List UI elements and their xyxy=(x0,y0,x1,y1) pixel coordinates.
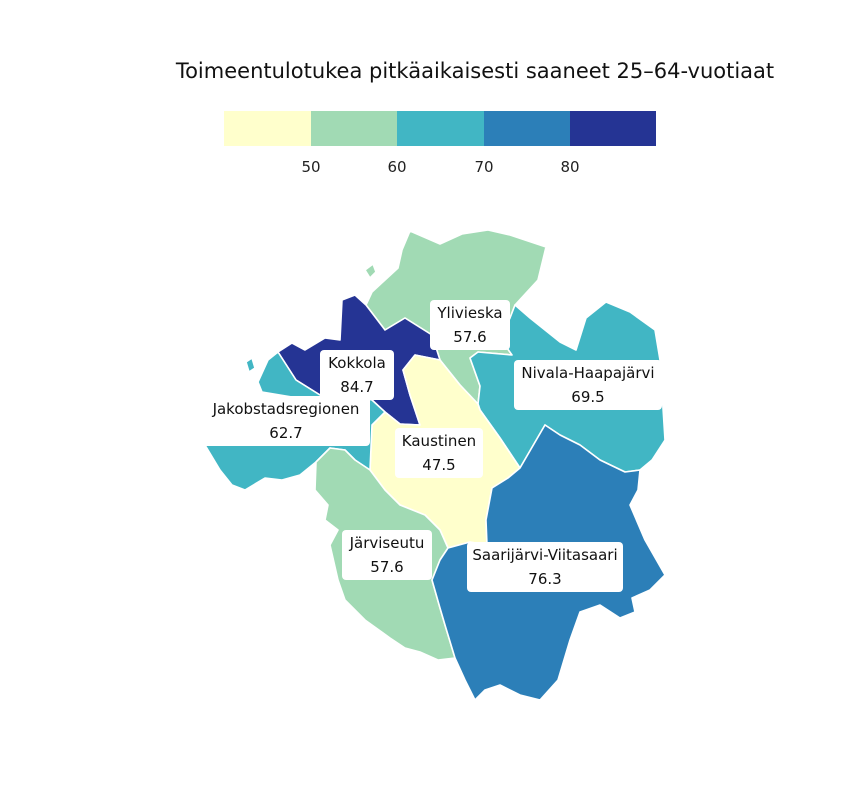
label-kokkola-value: 84.7 xyxy=(340,378,373,396)
label-saarijarvi-viitasaari: Saarijärvi-Viitasaari 76.3 xyxy=(467,542,623,592)
legend-swatch-1 xyxy=(224,111,311,146)
label-saarijarvi-viitasaari-name: Saarijärvi-Viitasaari xyxy=(472,546,617,564)
legend-tick-50: 50 xyxy=(301,158,320,176)
label-kaustinen-value: 47.5 xyxy=(422,456,455,474)
label-kaustinen: Kaustinen 47.5 xyxy=(395,428,483,478)
label-jarviseutu: Järviseutu 57.6 xyxy=(342,530,432,580)
label-saarijarvi-viitasaari-value: 76.3 xyxy=(528,570,561,588)
legend-swatch-2 xyxy=(311,111,397,146)
label-jakobstadsregionen-name: Jakobstadsregionen xyxy=(212,400,360,418)
label-jarviseutu-name: Järviseutu xyxy=(349,534,425,552)
legend-tick-80: 80 xyxy=(560,158,579,176)
label-kaustinen-name: Kaustinen xyxy=(402,432,476,450)
region-jakobstadsregionen-island xyxy=(245,357,256,373)
legend: 50 60 70 80 xyxy=(224,111,656,176)
label-jarviseutu-value: 57.6 xyxy=(370,558,403,576)
legend-swatch-3 xyxy=(397,111,484,146)
region-ylivieska-island xyxy=(364,263,377,279)
label-ylivieska-value: 57.6 xyxy=(453,328,486,346)
label-kokkola-name: Kokkola xyxy=(328,354,386,372)
label-ylivieska: Ylivieska 57.6 xyxy=(430,300,510,350)
legend-swatch-4 xyxy=(484,111,570,146)
legend-tick-70: 70 xyxy=(474,158,493,176)
label-kokkola: Kokkola 84.7 xyxy=(320,350,394,400)
label-jakobstadsregionen: Jakobstadsregionen 62.7 xyxy=(202,396,370,446)
label-ylivieska-name: Ylivieska xyxy=(436,304,502,322)
label-nivala-haapajarvi-name: Nivala-Haapajärvi xyxy=(521,364,654,382)
label-nivala-haapajarvi: Nivala-Haapajärvi 69.5 xyxy=(514,360,662,410)
legend-tick-60: 60 xyxy=(387,158,406,176)
map-title: Toimeentulotukea pitkäaikaisesti saaneet… xyxy=(175,59,774,83)
label-nivala-haapajarvi-value: 69.5 xyxy=(571,388,604,406)
region-labels: Ylivieska 57.6 Nivala-Haapajärvi 69.5 Ko… xyxy=(202,300,662,592)
label-jakobstadsregionen-value: 62.7 xyxy=(269,424,302,442)
legend-swatch-5 xyxy=(570,111,656,146)
